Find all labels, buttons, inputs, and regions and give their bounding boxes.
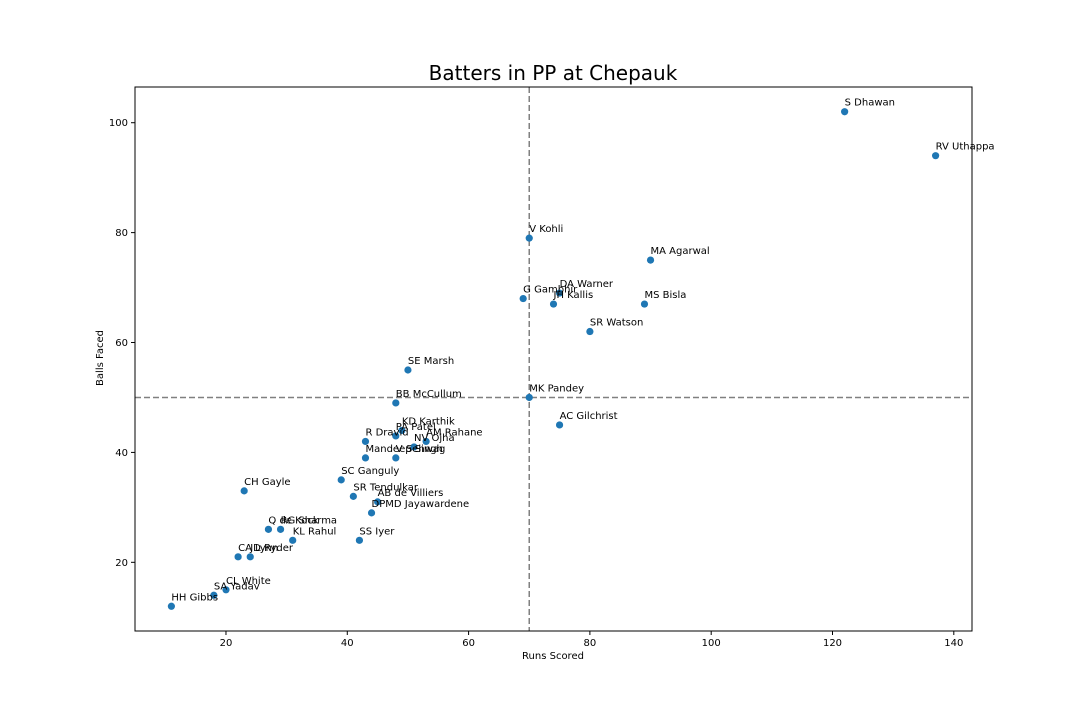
data-point xyxy=(841,108,849,116)
point-label: SC Ganguly xyxy=(341,466,399,477)
data-point xyxy=(555,421,564,429)
data-point xyxy=(640,300,649,308)
data-point xyxy=(240,487,248,495)
x-axis-label: Runs Scored xyxy=(522,651,584,662)
data-point xyxy=(337,476,345,484)
point-label: Mandeep Singh xyxy=(365,444,442,455)
point-label: DPMD Jayawardene xyxy=(372,499,470,510)
point-label: JD Ryder xyxy=(249,543,294,554)
point-label: DA Warner xyxy=(560,279,614,290)
x-tick-label: 60 xyxy=(462,638,475,649)
y-tick-label: 60 xyxy=(115,338,128,349)
point-label: SR Watson xyxy=(590,318,643,329)
point-label: SE Marsh xyxy=(408,356,454,367)
point-label: MS Bisla xyxy=(644,290,686,301)
y-tick-label: 100 xyxy=(109,118,128,129)
data-point xyxy=(932,152,940,160)
y-axis-label: Balls Faced xyxy=(95,330,106,386)
point-label: V Sehwag xyxy=(396,444,446,455)
point-label: SR Tendulkar xyxy=(353,482,419,493)
data-point xyxy=(646,256,655,264)
data-point xyxy=(549,300,558,308)
data-point xyxy=(392,432,400,440)
point-label: SA Yadav xyxy=(214,581,260,592)
point-label: NV Ojha xyxy=(414,433,455,444)
data-point xyxy=(361,454,370,462)
data-point xyxy=(234,553,242,561)
point-label: PA Patel xyxy=(396,422,436,433)
data-point xyxy=(555,289,564,297)
data-point xyxy=(361,437,370,446)
point-label: CH Gayle xyxy=(244,477,290,488)
data-point xyxy=(264,525,273,533)
x-tick-label: 80 xyxy=(584,638,597,649)
point-label: Q de Kock xyxy=(268,515,318,526)
data-point xyxy=(355,536,364,544)
point-label: CL White xyxy=(226,576,271,587)
y-axis: 20 40 60 80 100 xyxy=(109,118,135,569)
data-point xyxy=(374,498,382,506)
data-point xyxy=(410,443,418,451)
chart-title: Batters in PP at Chepauk xyxy=(429,61,678,85)
point-label: HH Gibbs xyxy=(171,592,218,603)
point-label: RG Sharma xyxy=(281,515,338,526)
data-point xyxy=(276,525,285,533)
point-label: AB de Villiers xyxy=(378,488,444,499)
data-point xyxy=(210,591,218,599)
point-label: SS Iyer xyxy=(359,526,395,537)
data-point xyxy=(525,393,533,402)
data-point xyxy=(349,492,357,500)
point-label: CA Lynn xyxy=(238,543,278,554)
y-tick-label: 40 xyxy=(115,448,128,459)
y-tick-label: 20 xyxy=(115,558,128,569)
point-label: KL Rahul xyxy=(293,526,337,537)
point-label: R Dravid xyxy=(365,427,408,438)
data-point xyxy=(246,553,254,561)
data-point xyxy=(392,399,400,407)
point-label: S Dhawan xyxy=(845,98,895,109)
data-point xyxy=(525,234,533,242)
data-point xyxy=(367,509,376,517)
x-tick-label: 120 xyxy=(823,638,842,649)
data-point xyxy=(404,366,412,374)
x-tick-label: 20 xyxy=(220,638,233,649)
y-tick-label: 80 xyxy=(115,228,128,239)
data-point xyxy=(398,426,406,435)
point-label: RV Uthappa xyxy=(936,142,995,153)
point-label: BB McCullum xyxy=(396,389,462,400)
x-tick-label: 100 xyxy=(702,638,721,649)
point-label: AM Rahane xyxy=(426,427,482,438)
x-axis: 20 40 60 80 100 120 140 xyxy=(220,631,963,649)
point-label: V Kohli xyxy=(529,224,563,235)
point-label: G Gambhir xyxy=(523,285,578,296)
data-point xyxy=(519,294,527,303)
point-label: KD Karthik xyxy=(402,416,455,427)
plot-frame xyxy=(134,86,973,632)
data-point xyxy=(222,586,230,594)
point-label: AC Gilchrist xyxy=(560,411,618,422)
point-label: JH Kallis xyxy=(553,290,594,301)
x-tick-label: 140 xyxy=(944,638,963,649)
data-point xyxy=(586,327,594,336)
x-tick-label: 40 xyxy=(341,638,354,649)
point-label: MA Agarwal xyxy=(651,246,710,257)
data-point xyxy=(167,602,175,610)
plot-area: S Dhawan RV Uthappa V Kohli MA Agarwal DA Wa… xyxy=(135,87,995,631)
point-label: MK Pandey xyxy=(529,383,584,394)
data-point xyxy=(392,454,400,462)
data-point xyxy=(289,536,297,544)
data-point xyxy=(422,437,430,446)
